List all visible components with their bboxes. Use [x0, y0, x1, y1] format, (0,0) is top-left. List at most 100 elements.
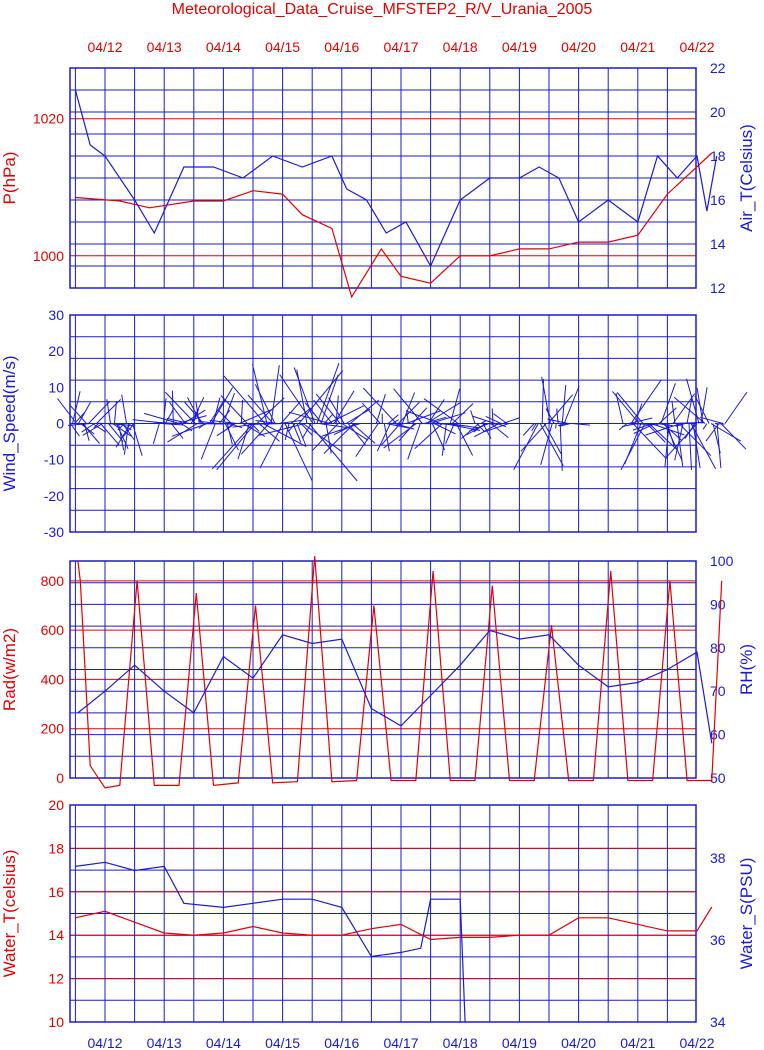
y-tick-label-left: 200 [41, 721, 65, 737]
y-tick-label-right: 22 [710, 60, 726, 76]
wind-vector [279, 374, 314, 424]
wind-vector [170, 423, 184, 439]
wind-vector [547, 394, 573, 424]
y-tick-label-right: 38 [710, 850, 726, 866]
panel-1: 04/12 04/13 04/14 04/15 04/16 04/17 04/18 04/19… [0, 39, 756, 299]
wind-vector [183, 401, 204, 424]
wind-vector [675, 423, 686, 427]
wind-vector [490, 423, 506, 425]
y-tick-label-left: 0 [56, 770, 64, 786]
wind-vector [664, 423, 670, 468]
date-tick-label: 04/14 [206, 39, 241, 55]
wind-vector [316, 362, 340, 424]
y-tick-label-left: 16 [48, 884, 64, 900]
wind-vector [645, 423, 682, 436]
wind-vector [255, 420, 278, 424]
wind-vector [240, 399, 244, 424]
wind-vector [674, 423, 684, 461]
wind-vector [88, 400, 111, 424]
wind-vector [229, 423, 243, 429]
wind-vector [380, 423, 401, 446]
wind-vector [455, 423, 474, 456]
date-tick-label: 04/16 [324, 1035, 359, 1050]
y-tick-label-left: 10 [48, 379, 64, 395]
wind-vector [612, 391, 640, 424]
wind-vector [362, 402, 381, 424]
wind-vector [383, 423, 417, 449]
y-tick-label-right: 50 [710, 770, 726, 786]
wind-vector [209, 419, 238, 424]
wind-vector [278, 419, 303, 424]
wind-vector [81, 423, 95, 433]
wind-vector [108, 423, 124, 442]
y-tick-label-left: -10 [44, 452, 64, 468]
wind-vector [302, 423, 343, 453]
y-axis-label-left: Water_T(celsius) [0, 850, 19, 978]
wind-vector [100, 423, 120, 446]
wind-vector [78, 401, 91, 424]
wind-vector [513, 423, 539, 470]
y-axis-label-left: Wind_Speed(m/s) [0, 355, 19, 491]
wind-vector [387, 414, 399, 424]
date-tick-label: 04/15 [265, 1035, 300, 1050]
wind-vector [646, 423, 666, 443]
wind-vector [333, 423, 357, 436]
series-line-2 [77, 629, 713, 744]
wind-vector [106, 399, 111, 424]
y-tick-label-right: 90 [710, 596, 726, 612]
date-tick-label: 04/19 [502, 39, 537, 55]
wind-vector [633, 423, 656, 434]
wind-vector [311, 423, 339, 452]
wind-vector [621, 423, 638, 427]
wind-vector [716, 423, 722, 469]
y-tick-label-left: 0 [56, 416, 64, 432]
date-tick-label: 04/22 [679, 39, 714, 55]
wind-vector [485, 415, 502, 424]
wind-vector [74, 411, 86, 424]
y-tick-label-left: 800 [41, 573, 65, 589]
y-tick-label-left: 600 [41, 622, 65, 638]
wind-vector [665, 423, 698, 459]
wind-vector [427, 399, 445, 424]
wind-vector [262, 423, 307, 447]
wind-vector [284, 423, 290, 441]
wind-vector [673, 396, 706, 424]
wind-vector [243, 423, 246, 426]
wind-vector [70, 423, 80, 437]
wind-vector [249, 423, 288, 425]
wind-vector [293, 367, 316, 424]
date-tick-label: 04/19 [502, 1035, 537, 1050]
wind-vector [280, 400, 302, 424]
y-tick-label-left: 1020 [33, 111, 64, 127]
plot-frame [69, 804, 697, 1023]
date-tick-label: 04/12 [87, 39, 122, 55]
series-line-1 [75, 152, 713, 299]
wind-vector [616, 392, 644, 424]
y-axis-label-right: RH(%) [737, 644, 756, 695]
wind-vector [558, 423, 567, 427]
wind-vector [296, 423, 307, 447]
wind-vector [117, 423, 125, 431]
wind-vector [720, 423, 747, 450]
wind-vector [254, 384, 276, 424]
wind-vector [476, 423, 486, 433]
wind-vector [313, 399, 333, 424]
wind-vector [632, 423, 654, 431]
wind-vector [301, 423, 312, 439]
wind-vector [540, 423, 553, 466]
wind-vector [401, 392, 416, 424]
wind-vector [199, 420, 218, 424]
wind-vector [724, 391, 748, 424]
wind-vector [702, 423, 708, 430]
wind-vector [375, 394, 386, 424]
y-tick-label-right: 12 [710, 280, 726, 296]
date-tick-label: 04/21 [620, 1035, 655, 1050]
wind-vector [333, 390, 355, 424]
y-tick-label-left: 14 [48, 927, 64, 943]
wind-vector [258, 423, 306, 436]
wind-vector [287, 423, 296, 433]
date-tick-label: 04/12 [87, 1035, 122, 1050]
wind-vector [472, 415, 496, 424]
